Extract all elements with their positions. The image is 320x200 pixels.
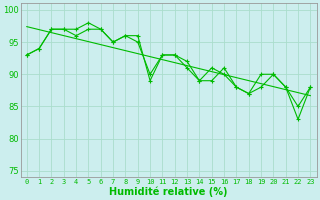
X-axis label: Humidité relative (%): Humidité relative (%): [109, 186, 228, 197]
